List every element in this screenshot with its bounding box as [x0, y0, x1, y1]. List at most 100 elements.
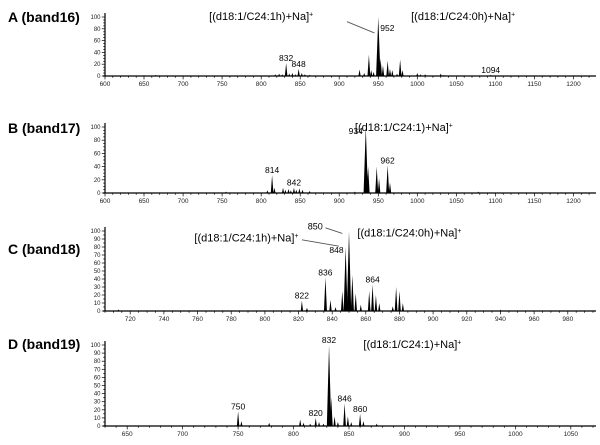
panel-a-label: A (band16)	[8, 9, 80, 25]
annotation-leader-lines	[301, 227, 343, 247]
svg-text:100: 100	[90, 229, 101, 235]
annotations: 850 [(d18:1/C24:1h)+Na]+ [(d18:1/C24:0h)+N…	[194, 222, 461, 244]
y-axis-ticks	[101, 16, 105, 77]
svg-text:60: 60	[94, 151, 101, 157]
svg-text:952: 952	[380, 23, 394, 33]
svg-text:30: 30	[94, 285, 101, 291]
spectrum-peaks	[154, 17, 492, 76]
svg-text:940: 940	[495, 316, 506, 323]
y-axis-ticks	[101, 344, 105, 427]
y-axis-tick-labels: 0 10 20 30 40 50 60 70 80 90 100	[90, 343, 101, 430]
svg-text:[(d18:1/C24:1h)+Na]+: [(d18:1/C24:1h)+Na]+	[209, 11, 313, 23]
svg-text:836: 836	[318, 267, 332, 277]
svg-text:848: 848	[292, 59, 306, 69]
svg-text:0: 0	[97, 191, 101, 197]
panel-c-label: C (band18)	[8, 241, 81, 257]
svg-text:934: 934	[349, 126, 363, 136]
svg-text:740: 740	[158, 316, 169, 323]
spectrum-peaks	[117, 231, 502, 311]
svg-text:920: 920	[461, 316, 472, 323]
spectrum-svg: 600 650 700 750 800 850 900 950 1000 1050 1100 1150…	[90, 122, 596, 205]
svg-text:0: 0	[97, 74, 101, 80]
svg-text:850: 850	[308, 222, 323, 231]
spectrum-peaks	[225, 127, 480, 193]
axis-lines	[103, 123, 596, 194]
svg-text:30: 30	[94, 400, 101, 406]
svg-text:1000: 1000	[508, 431, 523, 438]
svg-text:750: 750	[233, 431, 244, 438]
x-axis-ticks	[104, 193, 590, 197]
svg-text:950: 950	[373, 81, 384, 88]
svg-text:100: 100	[90, 343, 101, 349]
svg-text:20: 20	[94, 408, 101, 414]
panel-c-band18: C (band18) 720 740 760 780 800 820 840 860 880 90…	[0, 222, 600, 333]
svg-text:832: 832	[279, 53, 293, 63]
svg-text:850: 850	[344, 431, 355, 438]
svg-text:750: 750	[217, 198, 228, 205]
svg-text:[(d18:1/C24:1)+Na]+: [(d18:1/C24:1)+Na]+	[363, 339, 461, 351]
svg-text:700: 700	[178, 81, 189, 88]
svg-text:1050: 1050	[449, 81, 464, 88]
spectrum-d-chart: 650 700 750 800 850 900 950 1000 1050 0 10 20 30 40 50…	[0, 333, 600, 445]
svg-text:40: 40	[94, 277, 101, 283]
svg-text:90: 90	[94, 237, 101, 243]
x-axis-tick-labels: 650 700 750 800 850 900 950 1000 1050	[122, 431, 579, 438]
svg-text:842: 842	[287, 178, 301, 188]
svg-text:832: 832	[322, 335, 336, 345]
y-axis-tick-labels: 0 20 40 60 80 100	[90, 125, 101, 197]
svg-text:820: 820	[309, 408, 323, 418]
peak-labels: 814 842 934 962	[265, 126, 395, 188]
svg-text:1200: 1200	[566, 81, 581, 88]
spectrum-svg: 720 740 760 780 800 820 840 860 880 900 920 940 960 9…	[90, 222, 596, 323]
svg-text:1050: 1050	[564, 431, 579, 438]
svg-text:100: 100	[90, 125, 101, 131]
svg-text:1150: 1150	[527, 81, 541, 88]
panel-a-band16: A (band16) 600 650 700 750 800 850 900 950 1000 1…	[0, 0, 600, 110]
svg-text:850: 850	[295, 81, 306, 88]
svg-text:[(d18:1/C24:1)+Na]+: [(d18:1/C24:1)+Na]+	[355, 122, 453, 134]
svg-text:80: 80	[94, 245, 101, 251]
svg-text:70: 70	[94, 367, 101, 373]
svg-text:1050: 1050	[449, 198, 464, 205]
svg-text:900: 900	[399, 431, 410, 438]
axis-lines	[103, 13, 596, 77]
svg-text:10: 10	[94, 416, 101, 422]
svg-text:850: 850	[295, 198, 306, 205]
svg-text:50: 50	[94, 384, 101, 390]
x-axis-tick-labels: 720 740 760 780 800 820 840 860 880 900 920 940 960 9…	[125, 316, 574, 323]
svg-text:[(d18:1/C24:0h)+Na]+: [(d18:1/C24:0h)+Na]+	[411, 11, 515, 23]
svg-text:822: 822	[295, 291, 309, 301]
spectrum-peaks	[236, 345, 378, 426]
svg-text:864: 864	[366, 275, 380, 285]
spectrum-svg: 650 700 750 800 850 900 950 1000 1050 0 10 20 30 40 50…	[90, 335, 596, 438]
spectrum-svg: 600 650 700 750 800 850 900 950 1000 1050 1100 1150…	[90, 11, 596, 88]
svg-text:700: 700	[177, 431, 188, 438]
svg-text:760: 760	[192, 316, 203, 323]
x-axis-ticks	[104, 76, 590, 80]
panel-b-label: B (band17)	[8, 120, 81, 136]
x-axis-ticks	[104, 311, 594, 315]
svg-text:1000: 1000	[410, 198, 425, 205]
panel-d-band19: D (band19) 650 700 750 800 850 900 950 1000 1050…	[0, 333, 600, 445]
svg-text:40: 40	[94, 165, 101, 171]
svg-text:10: 10	[94, 301, 101, 307]
svg-text:650: 650	[122, 431, 133, 438]
svg-text:1150: 1150	[527, 198, 541, 205]
svg-text:60: 60	[94, 261, 101, 267]
svg-text:60: 60	[94, 39, 101, 45]
svg-text:800: 800	[259, 316, 270, 323]
svg-text:[(d18:1/C24:1h)+Na]+: [(d18:1/C24:1h)+Na]+	[194, 232, 298, 244]
y-axis-tick-labels: 0 20 40 60 80 100	[90, 15, 101, 80]
y-axis-ticks	[101, 230, 105, 312]
y-axis-tick-labels: 0 10 20 30 40 50 60 70 80 90 100	[90, 229, 101, 315]
peak-labels: 822 836 848 864	[295, 245, 380, 301]
svg-text:860: 860	[360, 316, 371, 323]
svg-text:80: 80	[94, 27, 101, 33]
svg-text:840: 840	[327, 316, 338, 323]
svg-text:848: 848	[329, 245, 343, 255]
svg-text:900: 900	[428, 316, 439, 323]
svg-text:880: 880	[394, 316, 405, 323]
